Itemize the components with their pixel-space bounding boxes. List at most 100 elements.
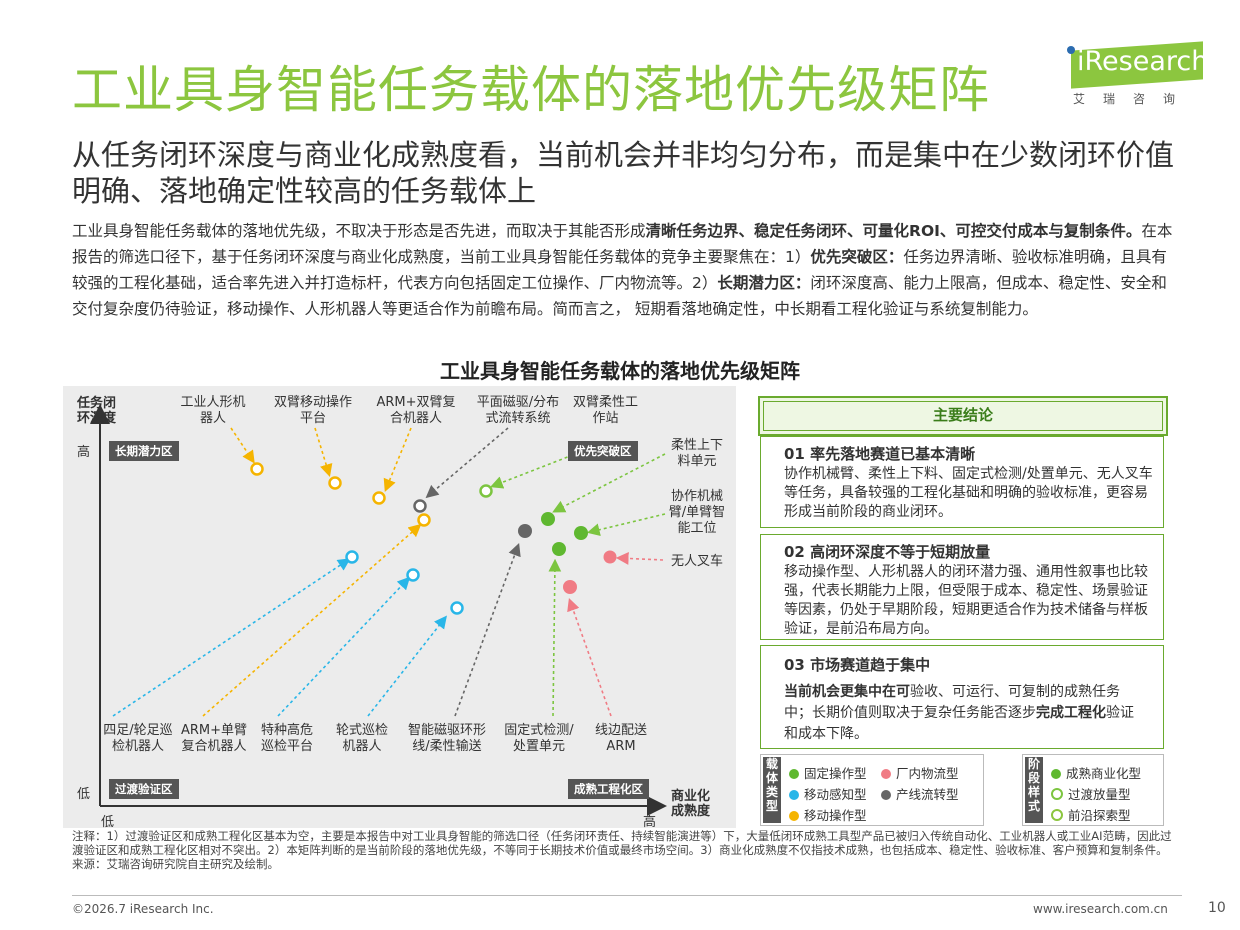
footer-url[interactable]: www.iresearch.com.cn bbox=[1033, 902, 1168, 916]
zone-priority: 优先突破区 bbox=[568, 441, 638, 461]
zone-transition: 过渡验证区 bbox=[109, 779, 179, 799]
conclusion-3-bold: 当前机会更集中在可 bbox=[784, 684, 910, 700]
label-line-delivery: 线边配送ARM bbox=[594, 723, 647, 754]
green-dot-icon bbox=[789, 769, 799, 779]
conclusion-3-part: 验收、可运行、可复制的成熟任务中；长期价值则取决于复杂任务能否逐步 bbox=[784, 684, 1120, 721]
legend-fixed-operation: 固定操作型 bbox=[789, 763, 867, 782]
point-arm-dual bbox=[372, 491, 386, 505]
logo-chinese: 艾瑞咨询 bbox=[1073, 92, 1194, 106]
conclusion-header: 主要结论 bbox=[763, 401, 1163, 431]
arrow-arm-dual bbox=[383, 427, 412, 492]
point-maglev bbox=[413, 499, 427, 513]
subtitle: 从任务闭环深度与商业化成熟度看，当前机会并非均匀分布，而是集中在少数闭环价值明确… bbox=[72, 138, 1175, 208]
label-flexible-loading: 柔性上下料单元 bbox=[670, 438, 723, 469]
page-title: 工业具身智能任务载体的落地优先级矩阵 bbox=[72, 61, 990, 119]
logo-dot bbox=[1067, 46, 1075, 54]
arrow-line-delivery bbox=[567, 597, 612, 717]
legend-line-transfer: 产线流转型 bbox=[881, 784, 959, 803]
x-axis-label: 商业化成熟度 bbox=[671, 789, 711, 819]
label-special-patrol: 特种高危巡检平台 bbox=[260, 723, 313, 754]
arrow-arm-single bbox=[202, 523, 422, 717]
point-quadruped bbox=[345, 550, 359, 564]
arrow-wheeled-patrol bbox=[367, 615, 447, 717]
notes: 注释：1）过渡验证区和成熟工程化区基本为空，主要是本报告中对工业具身智能的筛选口… bbox=[72, 829, 1182, 871]
label-cobot: 协作机械臂/单臂智能工位 bbox=[668, 489, 726, 536]
arrow-humanoid bbox=[230, 427, 255, 464]
conclusion-1-text: 协作机械臂、柔性上下料、固定式检测/处置单元、无人叉车等任务，具备较强的工程化基… bbox=[784, 466, 1153, 520]
conclusion-3-text: 当前机会更集中在可验收、可运行、可复制的成熟任务中；长期价值则取决于复杂任务能否… bbox=[784, 682, 1139, 745]
conclusion-header-box: 主要结论 bbox=[758, 396, 1168, 436]
gray-dot-icon bbox=[881, 790, 891, 800]
body-text: 在本报告的筛选口径下，基于任务闭环深度与商业化成熟度，当前工业具身智能任务载体的… bbox=[72, 222, 1173, 266]
matrix-svg bbox=[90, 404, 667, 816]
point-line-delivery bbox=[563, 580, 577, 594]
zone-long-term: 长期潜力区 bbox=[109, 441, 179, 461]
arrow-quadruped bbox=[112, 558, 351, 717]
point-fixed-inspection bbox=[552, 542, 566, 556]
arrow-dual-mobile bbox=[314, 427, 333, 478]
red-dot-icon bbox=[881, 769, 891, 779]
body-paragraph: 工业具身智能任务载体的落地优先级，不取决于形态是否先进，而取决于其能否形成清晰任… bbox=[72, 218, 1182, 322]
footer-copyright: ©2026.7 iResearch Inc. bbox=[72, 902, 214, 916]
legend-mobile-perception: 移动感知型 bbox=[789, 784, 867, 803]
arrow-maglev bbox=[425, 427, 509, 499]
legend-factory-logistics: 厂内物流型 bbox=[881, 763, 959, 782]
legend-transition-scale: 过渡放量型 bbox=[1051, 784, 1131, 803]
footer-divider bbox=[72, 895, 1182, 896]
label-arm-single: ARM+单臂复合机器人 bbox=[180, 723, 248, 754]
conclusion-2-title: 02 高闭环深度不等于短期放量 bbox=[784, 543, 991, 561]
label-dual-mobile: 双臂移动操作平台 bbox=[273, 395, 352, 426]
ring-dot-icon bbox=[1051, 788, 1063, 800]
label-quadruped: 四足/轮足巡检机器人 bbox=[103, 723, 173, 754]
y-axis-label: 任务闭环深度 bbox=[77, 396, 117, 426]
point-flexible-loading bbox=[541, 512, 555, 526]
conclusion-3-part: 验证和成本下降。 bbox=[784, 705, 1134, 742]
conclusion-box-3: 03 市场赛道趋于集中 当前机会更集中在可验收、可运行、可复制的成熟任务中；长期… bbox=[760, 645, 1164, 749]
legend-mobile-operation: 移动操作型 bbox=[789, 805, 867, 824]
conclusion-3-title: 03 市场赛道趋于集中 bbox=[784, 656, 931, 674]
conclusion-2-text: 移动操作型、人形机器人的闭环潜力强、通用性叙事也比较强，代表长期能力上限，但受限… bbox=[784, 564, 1148, 637]
page-number: 10 bbox=[1208, 900, 1226, 916]
source-text: 来源：艾瑞咨询研究院自主研究及绘制。 bbox=[72, 857, 279, 871]
arrow-cobot bbox=[586, 513, 666, 536]
point-arm-single bbox=[417, 513, 431, 527]
iresearch-logo: iResearch 艾瑞咨询 bbox=[1063, 40, 1208, 110]
x-low-label: 低 bbox=[101, 815, 115, 830]
zone-mature: 成熟工程化区 bbox=[568, 779, 649, 799]
arrow-fixed-inspection bbox=[548, 558, 562, 717]
legend-stages-label: 阶段样式 bbox=[1025, 757, 1043, 823]
point-wheeled-patrol bbox=[450, 601, 464, 615]
point-dual-mobile bbox=[328, 476, 342, 490]
legend-types-label: 载体类型 bbox=[763, 757, 781, 823]
legend-frontier-explore: 前沿探索型 bbox=[1051, 805, 1131, 824]
notes-text: 注释：1）过渡验证区和成熟工程化区基本为空，主要是本报告中对工业具身智能的筛选口… bbox=[72, 829, 1172, 857]
label-maglev: 平面磁驱/分布式流转系统 bbox=[476, 395, 560, 426]
point-maglev-ring bbox=[518, 524, 532, 538]
legend-types-box: 载体类型 固定操作型 厂内物流型 移动感知型 产线流转型 移动操作型 bbox=[760, 754, 984, 826]
body-text: 任务边界清晰、验收标准明确，且具有较强的工程化基础，适合率先进入并打造标杆，代表… bbox=[72, 248, 1167, 292]
y-low-label: 低 bbox=[77, 787, 91, 802]
blue-dot-icon bbox=[789, 790, 799, 800]
conclusion-3-bold: 完成工程化 bbox=[1036, 705, 1106, 721]
point-forklift bbox=[603, 550, 617, 564]
arrow-flexible-loading bbox=[552, 453, 666, 513]
y-high-label: 高 bbox=[77, 445, 91, 460]
label-wheeled-patrol: 轮式巡检机器人 bbox=[335, 723, 388, 754]
yellow-dot-icon bbox=[789, 811, 799, 821]
matrix-plot: 任务闭环深度 高 低 低 高 商业化成熟度 长期潜力区 优先突破区 过渡验证区 … bbox=[63, 386, 736, 830]
label-humanoid: 工业人形机器人 bbox=[180, 395, 246, 426]
point-humanoid bbox=[250, 462, 264, 476]
body-text: 闭环深度高、能力上限高，但成本、稳定性、安全和交付复杂度仍待验证，移动操作、人形… bbox=[72, 274, 1167, 318]
chart-title: 工业具身智能任务载体的落地优先级矩阵 bbox=[440, 359, 800, 383]
arrow-maglev-ring bbox=[454, 542, 521, 717]
arrow-forklift bbox=[615, 552, 664, 565]
arrow-special-patrol bbox=[277, 576, 411, 717]
body-bold: 清晰任务边界、稳定任务闭环、可量化ROI、可控交付成本与复制条件。 bbox=[645, 222, 1142, 240]
label-maglev-ring: 智能磁驱环形线/柔性输送 bbox=[407, 723, 486, 754]
legend-mature-commercial: 成熟商业化型 bbox=[1051, 763, 1141, 782]
label-fixed-inspection: 固定式检测/处置单元 bbox=[504, 723, 574, 754]
point-special-patrol bbox=[406, 568, 420, 582]
body-bold: 优先突破区： bbox=[810, 248, 904, 266]
label-dual-station: 双臂柔性工作站 bbox=[573, 395, 639, 426]
conclusion-1-title: 01 率先落地赛道已基本清晰 bbox=[784, 445, 976, 463]
